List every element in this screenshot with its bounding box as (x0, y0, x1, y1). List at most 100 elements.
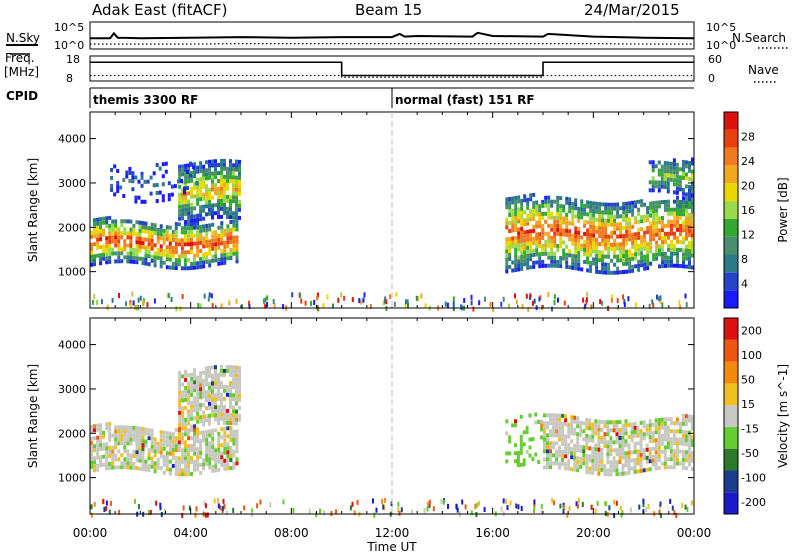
echo-cell (235, 373, 238, 378)
echo-cell (682, 260, 685, 265)
echo-cell (663, 465, 667, 470)
echo-cell (666, 169, 670, 174)
echo-cell (505, 197, 509, 202)
echo-cell (226, 198, 229, 203)
echo-cell (226, 388, 229, 393)
echo-cell (556, 199, 560, 204)
clutter-cell (308, 508, 311, 514)
echo-cell (132, 227, 136, 232)
echo-cell (217, 397, 220, 401)
echo-cell (522, 458, 526, 463)
clutter-cell (415, 295, 418, 301)
time-tick-label: 04:00 (173, 526, 208, 540)
echo-cell (217, 417, 220, 421)
echo-cell (612, 420, 616, 425)
echo-cell (691, 209, 694, 214)
echo-cell (208, 381, 211, 386)
echo-cell (673, 247, 676, 252)
echo-cell (202, 228, 206, 233)
clutter-cell (452, 296, 455, 302)
echo-cell (607, 250, 611, 255)
echo-cell (619, 226, 623, 231)
echo-cell (238, 381, 241, 386)
echo-cell (238, 377, 241, 382)
echo-cell (552, 429, 556, 434)
echo-cell (540, 423, 544, 428)
echo-cell (681, 453, 685, 458)
echo-cell (663, 173, 667, 177)
echo-cell (673, 215, 676, 220)
echo-cell (144, 253, 148, 258)
echo-cell (615, 428, 619, 433)
echo-cell (664, 239, 667, 244)
echo-cell (652, 229, 656, 234)
echo-cell (184, 385, 188, 390)
nave-tick-top: 60 (708, 53, 722, 66)
echo-cell (598, 242, 602, 247)
echo-cell (666, 189, 670, 194)
echo-cell (211, 448, 215, 453)
echo-cell (132, 461, 136, 466)
echo-cell (627, 466, 631, 471)
clutter-cell (575, 501, 578, 507)
echo-cell (546, 421, 549, 426)
echo-cell (187, 393, 191, 398)
echo-cell (655, 220, 659, 225)
echo-cell (177, 432, 181, 437)
echo-cell (619, 254, 623, 259)
echo-cell (214, 377, 217, 382)
echo-cell (114, 465, 118, 470)
echo-cell (229, 385, 232, 390)
echo-cell (685, 196, 688, 201)
echo-cell (579, 428, 583, 433)
echo-cell (193, 186, 197, 191)
echo-cell (664, 223, 667, 228)
echo-cell (654, 184, 658, 189)
echo-cell (217, 405, 220, 409)
echo-cell (609, 440, 613, 445)
echo-cell (117, 465, 121, 470)
echo-cell (120, 465, 124, 470)
echo-cell (123, 227, 127, 232)
echo-cell (615, 432, 619, 437)
echo-cell (199, 224, 203, 229)
echo-cell (187, 413, 191, 418)
echo-cell (114, 437, 118, 442)
echo-cell (181, 164, 185, 169)
echo-cell (631, 252, 635, 257)
echo-cell (561, 437, 565, 442)
echo-cell (202, 172, 206, 177)
clutter-cell (638, 504, 641, 510)
echo-cell (223, 426, 227, 431)
echo-cell (187, 464, 190, 469)
echo-cell (520, 206, 524, 211)
echo-cell (654, 422, 658, 427)
echo-cell (585, 461, 589, 466)
echo-cell (652, 201, 656, 206)
echo-cell (555, 433, 559, 438)
echo-cell (211, 242, 215, 247)
clutter-cell (211, 303, 214, 309)
echo-cell (229, 215, 232, 220)
echo-cell (570, 427, 574, 432)
clutter-cell (384, 298, 386, 304)
echo-cell (565, 212, 569, 217)
echo-cell (96, 233, 100, 238)
colorbar-tick-label: 8 (741, 253, 748, 266)
echo-cell (180, 472, 184, 477)
echo-cell (529, 209, 533, 214)
echo-cell (652, 253, 656, 258)
echo-cell (190, 262, 193, 266)
clutter-cell (362, 297, 365, 303)
echo-cell (618, 456, 622, 460)
echo-cell (592, 249, 596, 254)
echo-cell (235, 251, 239, 256)
echo-cell (649, 221, 653, 226)
echo-cell (168, 471, 172, 476)
echo-cell (178, 410, 182, 415)
echo-cell (205, 160, 208, 165)
echo-cell (540, 435, 544, 440)
echo-cell (535, 232, 539, 237)
echo-cell (676, 235, 679, 240)
echo-cell (178, 200, 182, 205)
